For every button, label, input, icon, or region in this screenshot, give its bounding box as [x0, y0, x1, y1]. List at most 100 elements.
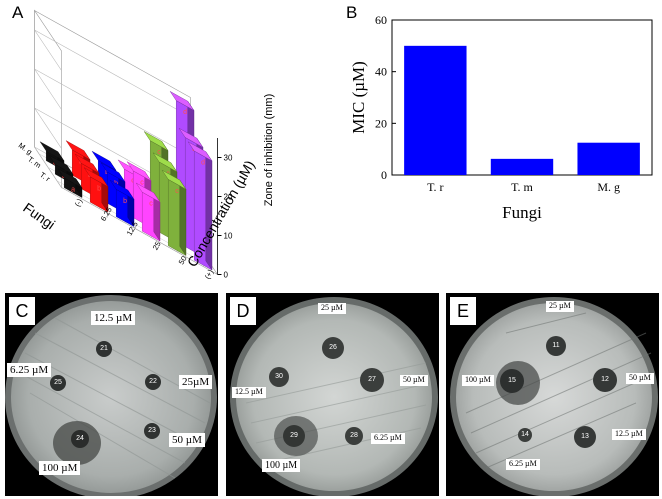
chart-a-bar-letter: d — [183, 109, 187, 116]
plate-e-well-number: 11 — [552, 342, 560, 349]
chart-a-bar-top — [143, 131, 169, 151]
chart-a-bar-top — [65, 140, 91, 160]
plate-e-label: 12.5 µM — [612, 429, 646, 440]
chart-a-bar: c — [135, 182, 161, 242]
chart-a-bar: d — [187, 141, 213, 271]
chart-a-concentration-tick-label: 50 — [177, 254, 189, 266]
chart-a-bars: abbccdabbccdabbccd — [39, 91, 213, 271]
plate-c-well — [145, 374, 161, 390]
plate-c-well — [50, 375, 66, 391]
plate-d-well-number: 28 — [350, 432, 358, 439]
chart-a-bar-letter: b — [123, 198, 127, 205]
chart-b-bar — [577, 142, 640, 175]
chart-b-x-tick-label: T. r — [427, 180, 443, 194]
chart-a-bar-top — [169, 91, 195, 111]
plate-c-well-number: 22 — [149, 378, 157, 385]
chart-a-grid-line — [34, 107, 191, 196]
plate-c-label: 100 µM — [39, 461, 81, 476]
plate-d-well-number: 27 — [368, 376, 376, 383]
chart-a-bar-top — [83, 167, 109, 187]
chart-b-x-tick-label: M. g — [597, 180, 620, 194]
plate-d-well — [360, 368, 384, 392]
chart-a-bar-letter: b — [97, 185, 101, 192]
chart-b-x-axis-label: Fungi — [502, 203, 542, 222]
chart-b-x-tick-label: T. m — [511, 180, 533, 194]
plate-d-well — [345, 427, 363, 445]
chart-a-concentration-tick-label: (+) — [203, 268, 216, 281]
plate-c-label: 6.25 µM — [7, 363, 52, 378]
plate-c-well — [144, 423, 160, 439]
chart-a-concentration-tick-label: 25 — [151, 240, 163, 252]
plate-d-letter: D — [230, 297, 256, 325]
plate-c-well — [96, 341, 112, 357]
chart-a-bar-top — [161, 170, 187, 190]
chart-a-bar-letter: d — [201, 159, 205, 166]
chart-a-z-axis-label: Zone of inhibition (mm) — [263, 94, 275, 207]
plate-e-well-number: 12 — [601, 376, 609, 383]
plate-c-dish — [5, 295, 217, 496]
chart-a-bar-top — [39, 141, 65, 161]
chart-a-bar-top — [48, 155, 74, 175]
plate-e-photo: E 25 µM 100 µM 50 µM 12.5 µM 6.25 µM 11 … — [446, 293, 659, 496]
chart-b-y-tick-label: 40 — [375, 65, 387, 79]
chart-a-bar-letter: c — [157, 149, 161, 156]
chart-a-bar-top — [152, 152, 178, 172]
plate-c-photo: C 12.5 µM 6.25 µM 25µM 50 µM 100 µM 21 2… — [5, 293, 218, 496]
chart-b-mic-bars: 0 20 40 60 T. r T. m M. g Fungi MIC (µM) — [349, 13, 653, 222]
chart-b-bars — [404, 45, 640, 176]
plate-e-label: 100 µM — [462, 375, 494, 386]
plate-d-label: 6.25 µM — [371, 433, 405, 444]
chart-a-bar-top — [135, 182, 161, 203]
plate-e-well — [518, 428, 532, 442]
chart-a-bar-letter: c — [175, 188, 179, 195]
chart-a-concentration-tick-label: (-) — [73, 197, 85, 208]
chart-a-bar: c — [161, 170, 187, 257]
plate-e-letter: E — [450, 297, 476, 325]
plate-d-well — [269, 367, 289, 387]
plate-c-well-number: 24 — [76, 435, 84, 442]
chart-a-3d-bars: abbccdabbccdabbccd 0102030(-)6.2512.5255… — [17, 9, 275, 281]
chart-a-bar: b — [109, 180, 135, 228]
plate-e-well-number: 15 — [508, 377, 516, 384]
plate-e-label: 25 µM — [546, 301, 574, 312]
plate-d-label: 50 µM — [400, 375, 428, 386]
chart-a-fungi-tick-label: T. m — [26, 154, 43, 170]
plate-e-well — [546, 336, 566, 356]
plate-c-well — [71, 430, 89, 448]
chart-a-bar-top — [109, 180, 135, 200]
chart-a-bar: b — [83, 167, 109, 213]
plate-e-dish — [450, 297, 658, 496]
plate-d-dish — [230, 297, 438, 496]
chart-a-bar: a — [57, 168, 83, 199]
chart-b-y-axis-label: MIC (µM) — [349, 61, 368, 134]
chart-b-bar — [404, 45, 467, 176]
plate-d-label: 25 µM — [318, 303, 346, 314]
plate-e-well — [593, 368, 617, 392]
chart-a-z-tick-label: 0 — [224, 271, 229, 280]
chart-a-fungi-tick-label: T. r — [38, 170, 52, 184]
plate-c-label: 25µM — [179, 375, 213, 390]
chart-a-bar-top — [187, 141, 213, 161]
plate-e-well — [500, 369, 524, 393]
chart-a-bar-side — [179, 179, 187, 257]
plate-c-well-number: 23 — [148, 427, 156, 434]
chart-a-bar-top — [74, 153, 100, 174]
chart-a-z-tick-label: 20 — [224, 193, 233, 202]
panel-label-a: A — [12, 3, 24, 22]
plate-e-label: 6.25 µM — [506, 459, 540, 470]
chart-a-z-tick-label: 30 — [224, 154, 233, 163]
plate-d-label: 100 µM — [262, 459, 301, 472]
plate-d-photo: D 25 µM 12.5 µM 50 µM 6.25 µM 100 µM 26 … — [226, 293, 439, 496]
chart-a-bar-top — [100, 162, 126, 182]
plate-d-well-number: 26 — [329, 344, 337, 351]
chart-b-y-tick-label: 0 — [381, 168, 387, 182]
plate-d-well — [322, 337, 344, 359]
chart-a-bar-top — [57, 168, 83, 188]
chart-b-text: 0 20 40 60 T. r T. m M. g Fungi MIC (µM) — [349, 13, 620, 222]
chart-a-bar-letter: c — [140, 179, 144, 186]
chart-b-y-tick-label: 20 — [375, 116, 387, 130]
chart-b-y-tick-label: 60 — [375, 13, 387, 27]
chart-b-bar — [490, 158, 554, 175]
panel-label-b: B — [346, 3, 358, 22]
plate-c-well-number: 25 — [54, 379, 62, 386]
